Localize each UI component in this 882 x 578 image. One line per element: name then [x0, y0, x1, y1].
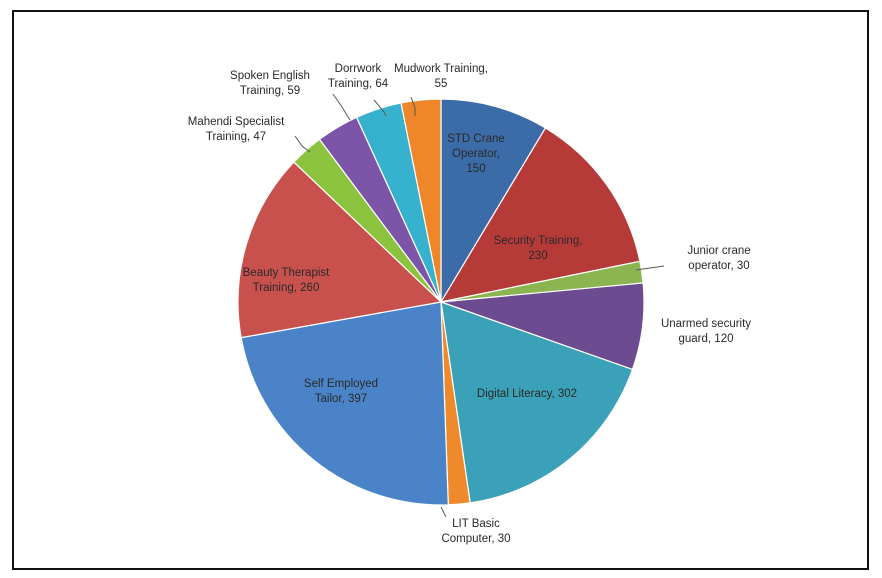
data-label-line: Mudwork Training, — [394, 63, 488, 75]
leader-line-mahendi — [294, 135, 311, 153]
data-label-line: LIT Basic — [452, 518, 500, 530]
data-label-line: Mahendi Specialist — [188, 116, 285, 128]
leader-line-spoken — [332, 93, 351, 121]
chart-frame: STD Crane Operator, 150 Security Training, 2… — [12, 10, 869, 570]
data-label-line: 55 — [435, 78, 448, 90]
leader-line-junior-crane — [635, 265, 665, 271]
pie-slices — [237, 98, 645, 506]
pie-chart: STD Crane Operator, 150 Security Training, 2… — [188, 63, 752, 545]
pie-slice-self-employed-tailor — [240, 301, 449, 506]
data-label-line: guard, 120 — [679, 333, 734, 345]
data-label-line: Tailor, 397 — [315, 393, 367, 405]
data-label-std-crane: STD Crane Operator, 150 — [447, 133, 505, 175]
data-label-line: Operator, — [452, 148, 500, 160]
data-label-digital: Digital Literacy, 302 — [477, 388, 577, 400]
pie-slice-mudwork-training — [400, 98, 442, 303]
data-label-line: Junior crane — [687, 245, 750, 257]
data-label-line: Training, 59 — [240, 85, 300, 97]
data-label-beauty: Beauty Therapist Training, 260 — [243, 267, 331, 294]
data-label-line: Unarmed security — [661, 318, 751, 330]
leader-line-dorrwork — [373, 99, 387, 117]
data-label-line: Dorrwork — [335, 63, 382, 75]
data-label-line: Security Training, — [494, 235, 583, 247]
data-label-line: STD Crane — [447, 133, 505, 145]
data-label-mudwork: Mudwork Training, 55 — [394, 63, 488, 90]
data-label-unarmed: Unarmed security guard, 120 — [661, 318, 751, 345]
data-label-self-employed: Self Employed Tailor, 397 — [304, 378, 378, 405]
leader-line-mudwork — [410, 96, 416, 116]
data-label-lit-basic: LIT Basic Computer, 30 — [441, 518, 510, 545]
data-label-junior-crane: Junior crane operator, 30 — [687, 245, 750, 272]
data-label-line: Self Employed — [304, 378, 378, 390]
data-label-line: operator, 30 — [688, 260, 749, 272]
data-label-spoken: Spoken English Training, 59 — [230, 70, 310, 97]
data-label-line: Training, 64 — [328, 78, 389, 90]
data-label-line: Training, 47 — [206, 131, 266, 143]
pie-slice-digital-literacy — [440, 301, 634, 504]
data-label-mahendi: Mahendi Specialist Training, 47 — [188, 116, 285, 143]
data-label-line: Digital Literacy, 302 — [477, 388, 577, 400]
data-label-line: Training, 260 — [253, 282, 320, 294]
pie-slice-beauty-therapist-training — [237, 161, 443, 339]
data-labels: STD Crane Operator, 150 Security Training, 2… — [188, 63, 752, 545]
data-label-line: 230 — [528, 250, 547, 262]
pie-slice-security-training — [439, 127, 641, 303]
data-label-security: Security Training, 230 — [494, 235, 583, 262]
leader-line-lit-basic — [440, 506, 447, 518]
data-label-line: 150 — [466, 163, 485, 175]
pie-slice-std-crane-operator — [440, 98, 547, 305]
data-label-line: Beauty Therapist — [243, 267, 331, 279]
data-label-line: Spoken English — [230, 70, 310, 82]
leader-lines — [294, 93, 665, 518]
data-label-line: Computer, 30 — [441, 533, 510, 545]
data-label-dorrwork: Dorrwork Training, 64 — [328, 63, 389, 90]
